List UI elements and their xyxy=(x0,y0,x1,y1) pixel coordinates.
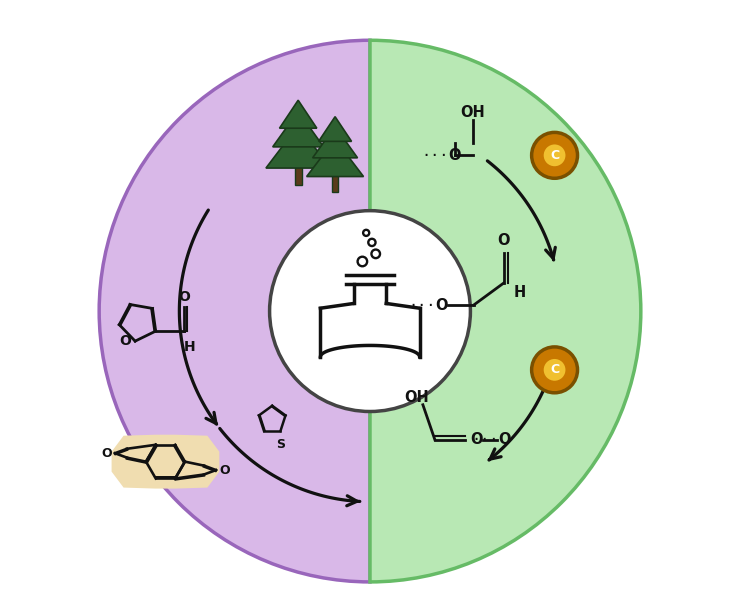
Circle shape xyxy=(531,132,577,178)
Text: H: H xyxy=(514,285,526,300)
Wedge shape xyxy=(99,40,370,582)
Polygon shape xyxy=(280,100,317,128)
Circle shape xyxy=(542,143,567,167)
Text: C: C xyxy=(550,364,559,376)
Text: O: O xyxy=(470,432,482,447)
Text: O: O xyxy=(497,233,510,248)
Polygon shape xyxy=(312,126,357,158)
Circle shape xyxy=(542,358,567,382)
Circle shape xyxy=(269,210,471,412)
Text: OH: OH xyxy=(460,106,485,120)
Text: ···: ··· xyxy=(408,298,436,312)
Text: O: O xyxy=(119,334,131,348)
Text: S: S xyxy=(276,438,285,451)
Polygon shape xyxy=(319,117,352,142)
Bar xyxy=(332,165,338,192)
Bar xyxy=(295,156,302,185)
Circle shape xyxy=(371,249,380,258)
Text: O: O xyxy=(436,298,448,312)
Wedge shape xyxy=(370,40,641,582)
Text: O: O xyxy=(101,447,112,460)
Circle shape xyxy=(531,347,577,393)
Polygon shape xyxy=(112,435,219,489)
Polygon shape xyxy=(306,139,363,176)
Text: ···: ··· xyxy=(422,148,449,163)
Circle shape xyxy=(369,239,375,246)
Text: O: O xyxy=(448,148,461,163)
Text: ···: ··· xyxy=(471,432,499,447)
Text: O: O xyxy=(219,464,229,476)
Text: H: H xyxy=(184,340,195,354)
Polygon shape xyxy=(273,111,323,147)
Circle shape xyxy=(357,257,367,266)
Text: C: C xyxy=(550,149,559,162)
Circle shape xyxy=(363,230,369,236)
Text: O: O xyxy=(178,290,191,304)
Text: OH: OH xyxy=(405,390,429,405)
Polygon shape xyxy=(266,126,330,168)
Text: O: O xyxy=(499,432,511,447)
